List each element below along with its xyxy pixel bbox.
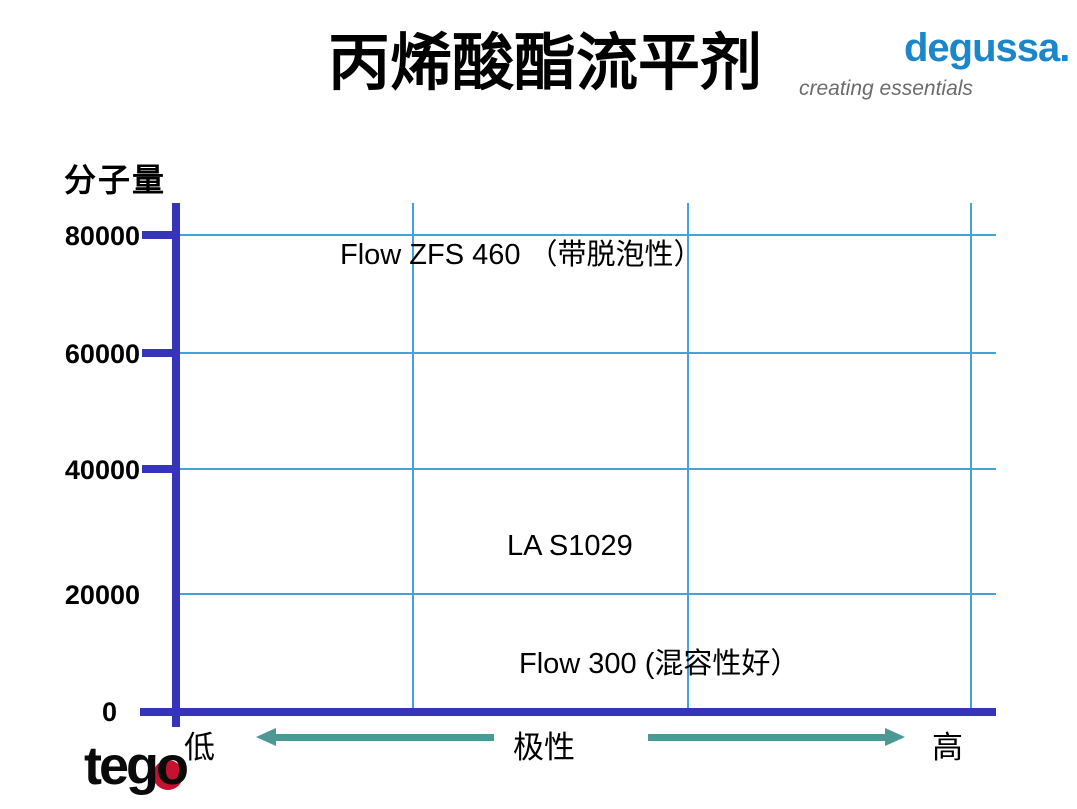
tego-logo: tego	[84, 736, 189, 796]
h-gridline-40000	[177, 468, 996, 470]
right-arrow-line	[648, 734, 885, 741]
ytick-label-40000: 40000	[64, 455, 140, 485]
y-tick-60000	[142, 349, 176, 357]
ytick-label-20000: 20000	[64, 580, 140, 610]
y-tick-40000	[142, 465, 176, 473]
h-gridline-60000	[177, 352, 996, 354]
degussa-tagline: creating essentials	[799, 77, 973, 100]
y-axis-title: 分子量	[64, 162, 167, 198]
v-gridline-3	[970, 203, 972, 710]
left-arrow-icon	[256, 728, 276, 746]
slide-title: 丙烯酸酯流平剂	[327, 30, 762, 98]
point-label-flow-300: Flow 300 (混容性好）	[519, 648, 800, 680]
v-gridline-2	[687, 203, 689, 710]
right-arrow-icon	[885, 728, 905, 746]
x-axis-low-label: 低	[184, 730, 215, 765]
tego-red-dot-icon	[153, 760, 183, 790]
ytick-label-0: 0	[101, 697, 117, 727]
x-axis-title: 极性	[513, 730, 575, 765]
v-gridline-1	[412, 203, 414, 710]
y-tick-80000	[142, 231, 176, 239]
x-axis-line	[140, 708, 996, 716]
x-axis-high-label: 高	[932, 730, 963, 765]
point-label-flow-zfs-460: Flow ZFS 460 （带脱泡性）	[340, 239, 703, 271]
ytick-label-80000: 80000	[64, 221, 140, 251]
h-gridline-80000	[177, 234, 996, 236]
h-gridline-20000	[177, 593, 996, 595]
y-axis-line	[172, 203, 180, 727]
left-arrow-line	[274, 734, 494, 741]
point-label-la-s1029: LA S1029	[507, 530, 633, 562]
ytick-label-60000: 60000	[64, 339, 140, 369]
degussa-logo: degussa.	[904, 26, 1070, 70]
